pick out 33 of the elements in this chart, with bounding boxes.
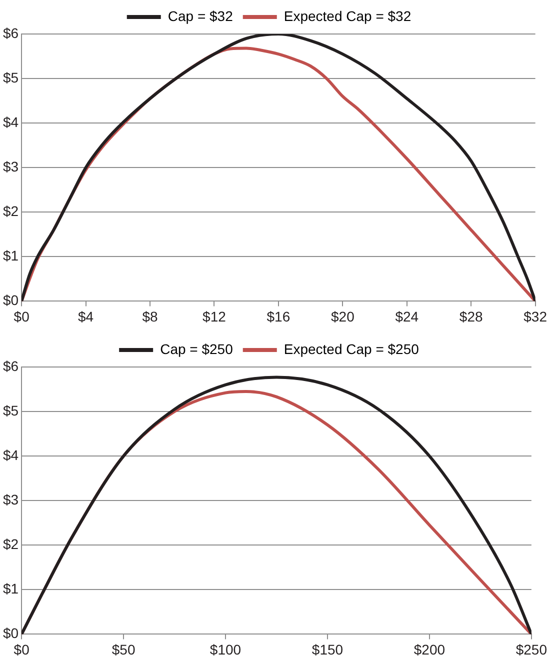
legend-label: Cap = $32 xyxy=(168,8,234,24)
x-tick-label: $4 xyxy=(78,308,94,324)
x-tick-label: $100 xyxy=(210,641,242,658)
x-tick-label: $32 xyxy=(524,308,548,324)
x-tick-label: $0 xyxy=(14,308,30,324)
y-tick-label: $6 xyxy=(2,358,19,374)
x-tick-label: $20 xyxy=(330,308,355,324)
y-tick-label: $6 xyxy=(2,24,19,41)
legend-label: Cap = $250 xyxy=(160,340,234,357)
y-tick-label: $3 xyxy=(2,158,19,174)
y-tick-label: $2 xyxy=(2,536,19,552)
y-tick-label: $2 xyxy=(2,202,19,219)
x-tick-label: $16 xyxy=(266,308,290,324)
y-tick-label: $5 xyxy=(2,402,19,418)
y-tick-label: $0 xyxy=(2,292,19,308)
y-tick-label: $4 xyxy=(2,446,19,463)
x-tick-label: $150 xyxy=(312,641,344,658)
x-tick-label: $12 xyxy=(202,308,226,324)
x-tick-label: $200 xyxy=(414,641,446,658)
legend-label: Expected Cap = $32 xyxy=(284,8,412,24)
y-tick-label: $4 xyxy=(2,114,19,130)
y-tick-label: $1 xyxy=(2,580,19,597)
x-tick-label: $0 xyxy=(14,641,30,658)
legend-label: Expected Cap = $250 xyxy=(284,340,420,357)
x-tick-label: $50 xyxy=(112,641,136,658)
y-tick-label: $3 xyxy=(2,491,19,508)
x-tick-label: $250 xyxy=(516,641,548,658)
y-tick-label: $1 xyxy=(2,248,19,264)
x-tick-label: $8 xyxy=(142,308,158,324)
x-tick-label: $24 xyxy=(395,308,419,324)
x-tick-label: $28 xyxy=(459,308,483,324)
y-tick-label: $0 xyxy=(2,625,19,642)
y-tick-label: $5 xyxy=(2,69,19,86)
